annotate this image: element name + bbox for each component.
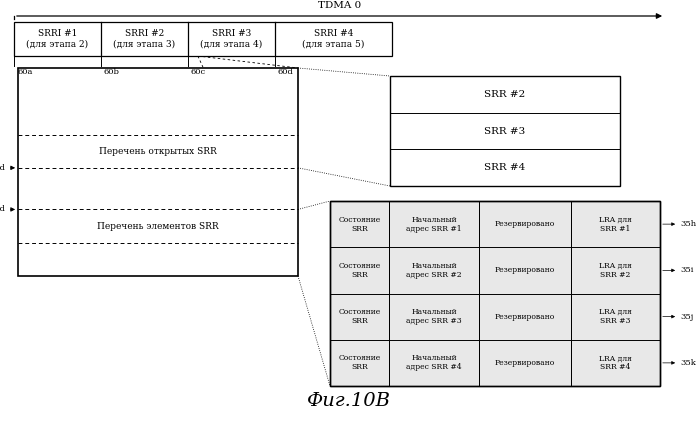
Text: SRRI #3
(для этапа 4): SRRI #3 (для этапа 4): [200, 29, 263, 49]
Text: TDMA 0: TDMA 0: [318, 1, 361, 10]
Text: LRA для
SRR #1: LRA для SRR #1: [599, 215, 632, 233]
Text: Начальный
адрес SRR #3: Начальный адрес SRR #3: [406, 308, 462, 325]
Text: Состояние
SRR: Состояние SRR: [338, 215, 381, 233]
Text: 30d: 30d: [0, 206, 5, 213]
Text: 35j: 35j: [680, 312, 693, 321]
Text: 35i: 35i: [680, 266, 693, 274]
Text: 60c: 60c: [191, 68, 206, 76]
Text: SRRI #2
(для этапа 3): SRRI #2 (для этапа 3): [113, 29, 175, 49]
Text: SRR #4: SRR #4: [484, 163, 526, 172]
Text: Резервировано: Резервировано: [495, 266, 555, 274]
Text: Перечень элементов SRR: Перечень элементов SRR: [97, 222, 219, 231]
Text: Фиг.10В: Фиг.10В: [307, 392, 391, 410]
Text: Состояние
SRR: Состояние SRR: [338, 262, 381, 279]
Text: Начальный
адрес SRR #4: Начальный адрес SRR #4: [406, 354, 462, 371]
Bar: [18, 68, 298, 276]
Text: SRR #2: SRR #2: [484, 90, 526, 99]
Text: Начальный
адрес SRR #1: Начальный адрес SRR #1: [406, 215, 462, 233]
Text: Резервировано: Резервировано: [495, 312, 555, 321]
Text: 60b: 60b: [104, 68, 120, 76]
Text: Состояние
SRR: Состояние SRR: [338, 354, 381, 371]
Text: Перечень открытых SRR: Перечень открытых SRR: [99, 147, 217, 156]
Text: Резервировано: Резервировано: [495, 220, 555, 228]
Text: Состояние
SRR: Состояние SRR: [338, 308, 381, 325]
Text: SRR #3: SRR #3: [484, 126, 526, 136]
Text: SRRI #1
(для этапа 2): SRRI #1 (для этапа 2): [27, 29, 89, 49]
Text: LRA для
SRR #3: LRA для SRR #3: [599, 308, 632, 325]
Text: 35k: 35k: [680, 359, 696, 367]
Text: Начальный
адрес SRR #2: Начальный адрес SRR #2: [406, 262, 462, 279]
Bar: [330, 201, 660, 386]
Bar: [390, 76, 620, 186]
Text: 52d: 52d: [0, 164, 5, 172]
Text: 60a: 60a: [17, 68, 32, 76]
Text: SRRI #4
(для этапа 5): SRRI #4 (для этапа 5): [302, 29, 365, 49]
Text: 60d: 60d: [278, 68, 294, 76]
Text: LRA для
SRR #4: LRA для SRR #4: [599, 354, 632, 371]
Text: Резервировано: Резервировано: [495, 359, 555, 367]
Text: LRA для
SRR #2: LRA для SRR #2: [599, 262, 632, 279]
Bar: [14, 22, 392, 56]
Bar: [330, 201, 660, 386]
Text: 35h: 35h: [680, 220, 696, 228]
